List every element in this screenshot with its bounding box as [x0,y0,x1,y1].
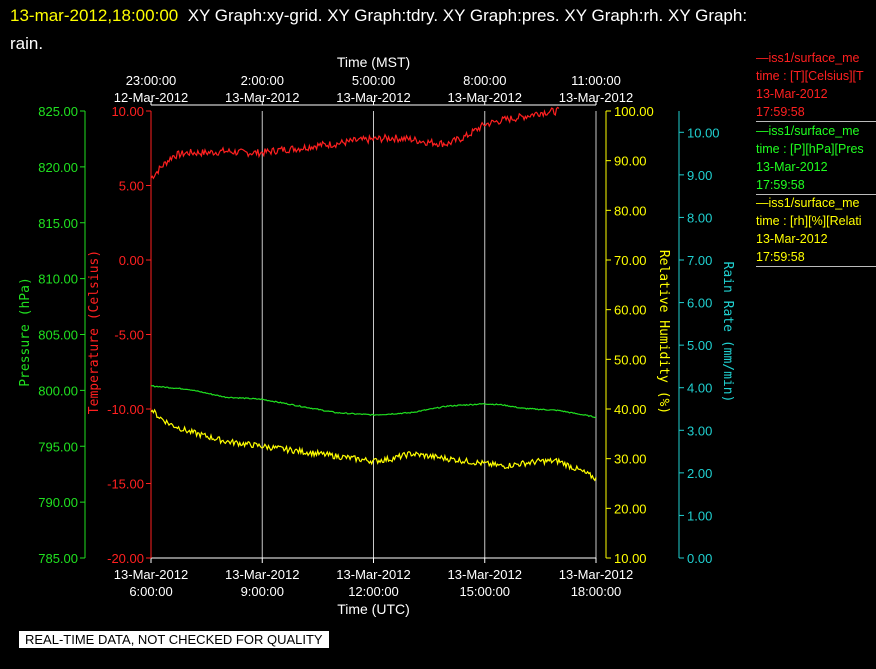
top-tick-date: 13-Mar-2012 [448,90,522,105]
legend-date: 13-Mar-2012 [756,87,828,101]
temperature-tick-label: -5.00 [114,328,144,343]
humidity-axis-title: Relative Humidity (%) [656,250,671,414]
rain-tick-label: 4.00 [687,381,712,396]
rain-tick-label: 0.00 [687,551,712,566]
pressure-tick-label: 785.00 [38,551,78,566]
bottom-tick-date: 13-Mar-2012 [225,567,299,582]
humidity-tick-label: 80.00 [614,203,647,218]
header-timestamp: 13-mar-2012,18:00:00 [10,6,179,25]
rain-tick-label: 9.00 [687,168,712,183]
top-tick-time: 5:00:00 [352,73,395,88]
bottom-tick-time: 15:00:00 [459,584,510,599]
humidity-tick-label: 60.00 [614,303,647,318]
rain-tick-label: 3.00 [687,423,712,438]
pressure-tick-label: 825.00 [38,104,78,119]
top-tick-date: 13-Mar-2012 [336,90,410,105]
temperature-tick-label: -10.00 [107,402,144,417]
humidity-tick-label: 40.00 [614,402,647,417]
top-tick-time: 2:00:00 [241,73,284,88]
humidity-tick-label: 90.00 [614,154,647,169]
legend-panel-temperature: —iss1/surface_me time : [T][Celsius][T 1… [756,49,876,122]
legend-panel-pressure: —iss1/surface_me time : [P][hPa][Pres 13… [756,122,876,195]
temperature-axis-title: Temperature (Celsius) [87,250,102,414]
top-tick-time: 8:00:00 [463,73,506,88]
legend-series-units: time : [rh][%][Relati [756,214,862,228]
header-line-2: rain. [10,34,44,53]
header-graph-list: XY Graph:xy-grid. XY Graph:tdry. XY Grap… [187,6,748,25]
temperature-tick-label: 0.00 [119,253,144,268]
rain-tick-label: 5.00 [687,338,712,353]
legend-series-name: —iss1/surface_me [756,51,860,65]
bottom-tick-time: 9:00:00 [241,584,284,599]
pressure-tick-label: 790.00 [38,495,78,510]
window-header: 13-mar-2012,18:00:00 XY Graph:xy-grid. X… [10,2,870,58]
bottom-tick-date: 13-Mar-2012 [448,567,522,582]
legend-time: 17:59:58 [756,248,876,267]
bottom-tick-date: 13-Mar-2012 [336,567,410,582]
pressure-tick-label: 820.00 [38,160,78,175]
top-tick-date: 13-Mar-2012 [225,90,299,105]
rain-tick-label: 8.00 [687,210,712,225]
legend-series-units: time : [P][hPa][Pres [756,142,864,156]
bottom-tick-date: 13-Mar-2012 [114,567,188,582]
header-line-1: 13-mar-2012,18:00:00 XY Graph:xy-grid. X… [10,2,870,30]
top-axis-title: Time (MST) [337,54,410,70]
pressure-tick-label: 810.00 [38,272,78,287]
legend-series-units: time : [T][Celsius][T [756,69,864,83]
pressure-tick-label: 805.00 [38,328,78,343]
top-tick-date: 12-Mar-2012 [114,90,188,105]
temperature-tick-label: 5.00 [119,179,144,194]
legend-series-name: —iss1/surface_me [756,196,860,210]
legend-time: 17:59:58 [756,103,876,122]
temperature-tick-label: -20.00 [107,551,144,566]
humidity-tick-label: 100.00 [614,104,654,119]
pressure-tick-label: 800.00 [38,383,78,398]
bottom-tick-time: 12:00:00 [348,584,399,599]
legend-panel-humidity: —iss1/surface_me time : [rh][%][Relati 1… [756,194,876,267]
top-tick-date: 13-Mar-2012 [559,90,633,105]
top-tick-time: 11:00:00 [571,73,621,88]
rain-tick-label: 6.00 [687,296,712,311]
temperature-tick-label: 10.00 [111,104,144,119]
temperature-series-line [150,106,560,180]
pressure-series-line [150,385,597,419]
humidity-series-line [150,408,597,482]
rain-axis-title: Rain Rate (mm/min) [720,262,735,403]
rain-tick-label: 10.00 [687,125,720,140]
humidity-tick-label: 20.00 [614,501,647,516]
top-tick-time: 23:00:00 [126,73,177,88]
rain-tick-label: 2.00 [687,466,712,481]
humidity-tick-label: 50.00 [614,352,647,367]
humidity-tick-label: 10.00 [614,551,647,566]
bottom-tick-date: 13-Mar-2012 [559,567,633,582]
quality-warning-banner: REAL-TIME DATA, NOT CHECKED FOR QUALITY [19,631,329,648]
legend-date: 13-Mar-2012 [756,160,828,174]
bottom-tick-time: 18:00:00 [571,584,622,599]
pressure-tick-label: 815.00 [38,216,78,231]
pressure-tick-label: 795.00 [38,439,78,454]
legend-date: 13-Mar-2012 [756,232,828,246]
rain-tick-label: 7.00 [687,253,712,268]
temperature-tick-label: -15.00 [107,477,144,492]
humidity-tick-label: 30.00 [614,452,647,467]
bottom-tick-time: 6:00:00 [129,584,172,599]
pressure-axis-title: Pressure (hPa) [18,277,33,387]
legend-time: 17:59:58 [756,176,876,195]
bottom-axis-title: Time (UTC) [337,601,410,617]
legend-series-name: —iss1/surface_me [756,124,860,138]
rain-tick-label: 1.00 [687,508,712,523]
humidity-tick-label: 70.00 [614,253,647,268]
